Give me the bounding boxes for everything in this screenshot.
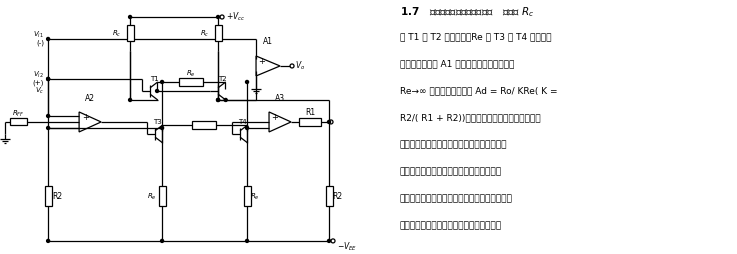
Text: T3: T3 [153,118,161,124]
Text: $R_e$: $R_e$ [186,69,196,79]
Text: $+V_{cc}$: $+V_{cc}$ [226,11,245,23]
Text: $-V_{EE}$: $-V_{EE}$ [337,240,357,252]
Circle shape [245,240,248,243]
Text: $R_e$: $R_e$ [251,191,260,201]
Bar [192,121,216,130]
Text: +: + [82,113,88,122]
Bar [215,26,222,42]
Text: A3: A3 [275,94,285,103]
Text: 源动态电阻。当 A1 的差模电压增益足够大及: 源动态电阻。当 A1 的差模电压增益足够大及 [400,59,514,68]
Circle shape [46,115,49,118]
Circle shape [217,99,220,102]
Text: $V_{i1}$: $V_{i1}$ [33,30,44,40]
Text: (+): (+) [32,80,44,86]
Circle shape [46,240,49,243]
Circle shape [156,90,158,93]
Text: $V_c$: $V_c$ [35,86,44,96]
Bar [179,79,203,87]
Text: R2: R2 [52,192,62,201]
Text: $R_{FF}$: $R_{FF}$ [12,108,24,119]
Text: $R_e$: $R_e$ [147,191,157,201]
Circle shape [46,38,49,41]
Text: 换器，通过有源反馈，这是电路获得低噪声、低: 换器，通过有源反馈，这是电路获得低噪声、低 [400,193,513,202]
Bar [299,119,321,126]
Circle shape [46,127,49,130]
Bar [326,186,333,206]
Text: 1.7   有源电流反馈数放原理电路   电路中 $R_c$: 1.7 有源电流反馈数放原理电路 电路中 $R_c$ [400,5,534,19]
Circle shape [245,127,248,130]
Text: A1: A1 [263,37,273,46]
Text: +: + [272,113,279,122]
Circle shape [46,78,49,81]
Circle shape [224,99,227,102]
Circle shape [161,127,164,130]
Text: $V_o$: $V_o$ [295,59,305,72]
Bar [244,186,251,206]
Circle shape [161,240,164,243]
Text: -: - [83,122,87,132]
Text: Re→∞ 时，闭环电压增益 Ad = Ro/ KRe( K =: Re→∞ 时，闭环电压增益 Ad = Ro/ KRe( K = [400,86,557,94]
Text: 温漂、高输入阻抗、高共模抑制比的关键。: 温漂、高输入阻抗、高共模抑制比的关键。 [400,220,502,229]
Circle shape [327,240,330,243]
Text: 增益的差动对管的高输出阻抗、高精度的输入: 增益的差动对管的高输出阻抗、高精度的输入 [400,139,508,148]
Text: +: + [259,57,265,66]
Circle shape [245,81,248,84]
Text: $R_c$: $R_c$ [111,29,121,39]
Text: R2/( R1 + R2))。配以严格对称的低噪声高电流: R2/( R1 + R2))。配以严格对称的低噪声高电流 [400,113,541,121]
Bar [10,119,27,125]
Text: T4: T4 [238,118,246,124]
Circle shape [217,99,220,102]
Circle shape [128,99,132,102]
Circle shape [327,121,330,124]
Text: T1: T1 [150,76,158,82]
Text: (-): (-) [36,40,44,46]
Text: 是 T1 和 T2 有源负载，Re 是 T3 和 T4 偏置电流: 是 T1 和 T2 有源负载，Re 是 T3 和 T4 偏置电流 [400,32,551,41]
Bar [159,186,166,206]
Bar [127,26,134,42]
Text: 差模电压一电流变换器和输出电压一电流变: 差模电压一电流变换器和输出电压一电流变 [400,166,502,175]
Text: $R_c$: $R_c$ [200,29,209,39]
Circle shape [128,17,132,19]
Text: $V_{i2}$: $V_{i2}$ [33,70,44,80]
Text: A2: A2 [85,94,95,103]
Circle shape [46,78,49,81]
Circle shape [161,81,164,84]
Circle shape [217,17,220,19]
Bar [45,186,52,206]
Text: T2: T2 [217,76,226,82]
Text: R1: R1 [305,108,315,117]
Text: R2: R2 [332,192,342,201]
